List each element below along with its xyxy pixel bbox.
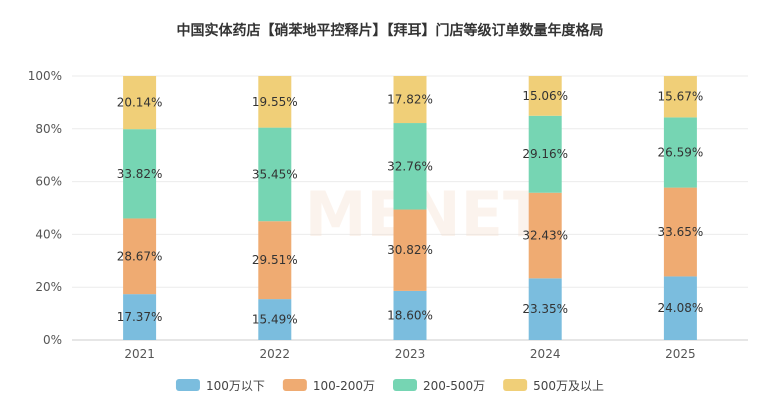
bar-segment[interactable]	[393, 209, 427, 291]
legend-swatch	[282, 379, 307, 391]
bar-value-label: 26.59%	[658, 145, 704, 159]
bar-value-label: 32.76%	[387, 159, 433, 173]
bar-segment[interactable]	[663, 276, 697, 340]
legend-swatch	[503, 379, 528, 391]
y-tick-label: 80%	[35, 122, 62, 136]
bar-value-label: 23.35%	[522, 302, 568, 316]
bar-segment[interactable]	[258, 299, 292, 340]
legend-swatch	[393, 379, 417, 391]
x-tick-label: 2024	[530, 347, 561, 361]
bar-value-label: 15.67%	[658, 90, 704, 104]
bar-segment[interactable]	[123, 129, 157, 219]
bar-segment[interactable]	[123, 294, 157, 340]
legend-swatch	[175, 379, 200, 391]
bar-segment[interactable]	[393, 123, 427, 210]
legend-item[interactable]: 500万及以上	[503, 379, 604, 393]
bar-segment[interactable]	[528, 192, 562, 279]
x-tick-label: 2022	[260, 347, 291, 361]
y-tick-label: 40%	[35, 227, 62, 241]
bar-value-label: 18.60%	[387, 308, 433, 322]
bar-segment[interactable]	[528, 115, 562, 193]
bar-segment[interactable]	[123, 76, 157, 130]
bar-value-label: 28.67%	[117, 249, 163, 263]
bar-value-label: 17.37%	[117, 310, 163, 324]
legend-label: 500万及以上	[533, 379, 604, 393]
bar-segment[interactable]	[258, 221, 292, 300]
bar-value-label: 32.43%	[522, 229, 568, 243]
legend-item[interactable]: 100-200万	[282, 379, 375, 393]
bar-value-label: 17.82%	[387, 93, 433, 107]
bar-segment[interactable]	[528, 278, 562, 340]
bar-segment[interactable]	[123, 218, 157, 295]
y-tick-label: 100%	[28, 69, 62, 83]
bar-segment[interactable]	[393, 76, 427, 124]
bar-value-label: 24.08%	[658, 301, 704, 315]
legend-item[interactable]: 100万以下	[175, 379, 265, 393]
bar-segment[interactable]	[258, 127, 292, 222]
bar-segment[interactable]	[663, 187, 697, 277]
bar-segment[interactable]	[258, 76, 292, 128]
bar-value-label: 29.16%	[522, 147, 568, 161]
bar-segment[interactable]	[393, 290, 427, 340]
bar-value-label: 33.82%	[117, 167, 163, 181]
bar-value-label: 19.55%	[252, 95, 298, 109]
x-tick-label: 2021	[124, 347, 155, 361]
bar-segment[interactable]	[663, 76, 697, 118]
legend-label: 200-500万	[423, 379, 485, 393]
bar-value-label: 20.14%	[117, 96, 163, 110]
legend-label: 100万以下	[206, 379, 265, 393]
bar-value-label: 15.06%	[522, 89, 568, 103]
bar-value-label: 35.45%	[252, 167, 298, 181]
chart-title: 中国实体药店【硝苯地平控释片】【拜耳】门店等级订单数量年度格局	[176, 23, 604, 39]
bar-segment[interactable]	[528, 76, 562, 116]
y-tick-label: 20%	[35, 280, 62, 294]
x-tick-label: 2025	[665, 347, 696, 361]
bar-value-label: 30.82%	[387, 243, 433, 257]
y-tick-label: 60%	[35, 175, 62, 189]
legend-item[interactable]: 200-500万	[393, 379, 485, 393]
x-tick-label: 2023	[395, 347, 426, 361]
bar-segment[interactable]	[663, 117, 697, 188]
bar-value-label: 33.65%	[658, 225, 704, 239]
bar-value-label: 29.51%	[252, 253, 298, 267]
bar-value-label: 15.49%	[252, 313, 298, 327]
y-tick-label: 0%	[43, 333, 62, 347]
legend-label: 100-200万	[313, 379, 375, 393]
